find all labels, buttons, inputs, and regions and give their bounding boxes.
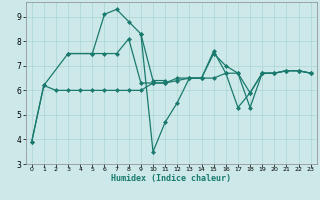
X-axis label: Humidex (Indice chaleur): Humidex (Indice chaleur) — [111, 174, 231, 183]
